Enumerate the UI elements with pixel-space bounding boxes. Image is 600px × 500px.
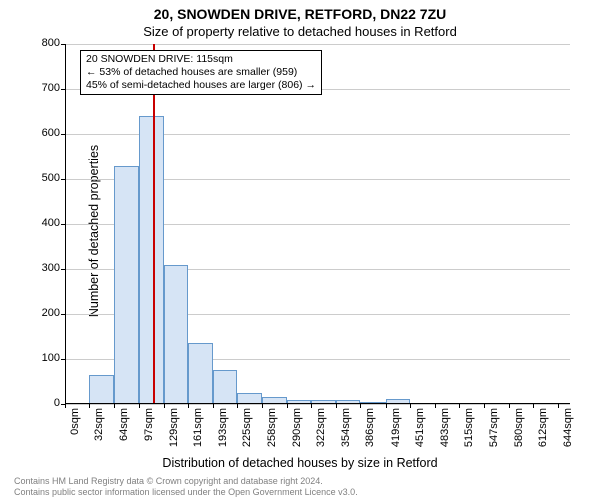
histogram-bar <box>114 166 139 405</box>
chart-title: 20, SNOWDEN DRIVE, RETFORD, DN22 7ZU <box>0 6 600 22</box>
y-tick-label: 600 <box>30 127 60 139</box>
x-tick <box>213 404 214 408</box>
x-tick <box>533 404 534 408</box>
y-tick <box>61 134 65 135</box>
y-tick-label: 100 <box>30 352 60 364</box>
y-tick <box>61 44 65 45</box>
x-tick <box>188 404 189 408</box>
x-tick-label: 161sqm <box>192 408 204 448</box>
x-tick-label: 580sqm <box>513 408 525 448</box>
footnote-line1: Contains HM Land Registry data © Crown c… <box>14 476 323 486</box>
x-tick-label: 290sqm <box>291 408 303 448</box>
x-tick-label: 225sqm <box>241 408 253 448</box>
chart-subtitle: Size of property relative to detached ho… <box>0 24 600 39</box>
y-tick-label: 400 <box>30 217 60 229</box>
y-tick <box>61 359 65 360</box>
x-tick <box>139 404 140 408</box>
x-tick-label: 354sqm <box>340 408 352 448</box>
x-tick <box>435 404 436 408</box>
x-tick-label: 547sqm <box>488 408 500 448</box>
histogram-bar <box>213 370 237 404</box>
x-tick <box>336 404 337 408</box>
annotation-box: 20 SNOWDEN DRIVE: 115sqm ← 53% of detach… <box>80 50 322 95</box>
x-tick <box>509 404 510 408</box>
x-tick <box>164 404 165 408</box>
x-tick-label: 0sqm <box>69 408 81 448</box>
y-tick-label: 800 <box>30 37 60 49</box>
x-tick-label: 193sqm <box>217 408 229 448</box>
histogram-bar <box>89 375 113 404</box>
x-tick-label: 64sqm <box>118 408 130 448</box>
x-tick-label: 451sqm <box>414 408 426 448</box>
y-tick <box>61 269 65 270</box>
annotation-line3: 45% of semi-detached houses are larger (… <box>86 79 316 92</box>
x-tick <box>262 404 263 408</box>
x-tick-label: 515sqm <box>463 408 475 448</box>
marker-line <box>153 44 155 404</box>
y-tick-label: 200 <box>30 307 60 319</box>
footnote-line2: Contains public sector information licen… <box>14 487 358 497</box>
x-tick <box>311 404 312 408</box>
annotation-line1: 20 SNOWDEN DRIVE: 115sqm <box>86 53 316 66</box>
y-tick <box>61 179 65 180</box>
x-axis-line <box>65 403 570 404</box>
x-tick-label: 258sqm <box>266 408 278 448</box>
grid-line <box>65 44 570 45</box>
histogram-bar <box>188 343 212 404</box>
x-tick-label: 644sqm <box>562 408 574 448</box>
x-tick <box>410 404 411 408</box>
x-tick-label: 612sqm <box>537 408 549 448</box>
plot-area <box>65 44 570 404</box>
annotation-line2: ← 53% of detached houses are smaller (95… <box>86 66 316 79</box>
x-tick-label: 322sqm <box>315 408 327 448</box>
x-tick-label: 419sqm <box>390 408 402 448</box>
x-tick <box>114 404 115 408</box>
x-tick <box>287 404 288 408</box>
histogram-bar <box>164 265 188 405</box>
x-tick-label: 483sqm <box>439 408 451 448</box>
x-tick <box>386 404 387 408</box>
x-tick-label: 386sqm <box>364 408 376 448</box>
y-tick-label: 700 <box>30 82 60 94</box>
grid-line <box>65 404 570 405</box>
y-tick-label: 0 <box>30 397 60 409</box>
y-tick-label: 300 <box>30 262 60 274</box>
x-tick-label: 32sqm <box>93 408 105 448</box>
x-tick <box>65 404 66 408</box>
x-tick <box>89 404 90 408</box>
y-tick <box>61 314 65 315</box>
x-tick <box>459 404 460 408</box>
x-axis-label: Distribution of detached houses by size … <box>0 456 600 470</box>
x-tick <box>484 404 485 408</box>
x-tick-label: 97sqm <box>143 408 155 448</box>
y-axis-line <box>65 44 66 404</box>
x-tick <box>360 404 361 408</box>
y-tick-label: 500 <box>30 172 60 184</box>
x-tick <box>237 404 238 408</box>
histogram-bar <box>139 116 163 404</box>
y-tick <box>61 89 65 90</box>
x-tick <box>558 404 559 408</box>
x-tick-label: 129sqm <box>168 408 180 448</box>
y-tick <box>61 224 65 225</box>
